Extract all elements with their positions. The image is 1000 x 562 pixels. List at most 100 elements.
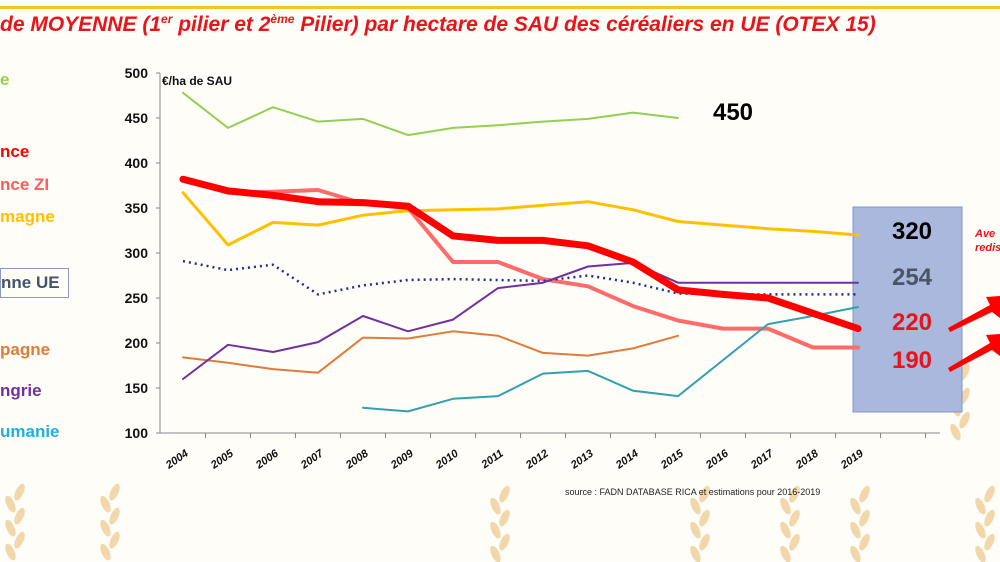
wheat-grain [984,485,995,503]
wheat-grain [490,497,501,515]
value-annotation: 190 [892,347,932,374]
wheat-grain [950,423,961,441]
wheat-grain [690,521,701,539]
wheat-grain [975,497,986,515]
wheat-grain [789,509,800,527]
x-tick-label: 2009 [388,447,416,472]
legend-item: magne [0,207,55,226]
wheat-grain [100,495,111,513]
side-note-line-1: Ave [975,228,996,240]
series-line-e [182,91,679,137]
x-tick-label: 2019 [838,447,866,472]
y-tick-label: 450 [125,110,149,126]
wheat-grain [789,485,800,503]
series-line-nce [179,175,862,333]
wheat-grain [699,485,710,503]
x-tick-label: 2014 [613,448,641,472]
x-tick-label: 2015 [658,447,686,472]
wheat-grain [690,545,701,562]
x-tick-label: 2013 [568,448,596,472]
x-tick-label: 2017 [748,447,776,472]
wheat-grain [490,545,501,562]
series-line-umanie [362,306,859,413]
wheat-grain [490,521,501,539]
legend-item: nce [0,142,30,161]
x-tick-label: 2010 [433,447,461,472]
x-tick-label: 2018 [793,447,821,472]
series-line-pagne [182,330,679,374]
wheat-grain [100,519,111,537]
y-tick-label: 150 [125,380,149,396]
wheat-grain [859,485,870,503]
y-tick-label: 250 [125,290,149,306]
legend-item: umanie [0,422,60,441]
side-note-line-2: redis [975,242,1000,254]
value-annotation: 220 [892,309,932,336]
wheat-grain [975,545,986,562]
legend-item: pagne [0,340,51,359]
wheat-grain [5,519,16,537]
x-tick-label: 2006 [253,447,281,472]
wheat-grain [5,495,16,513]
wheat-grain [499,533,510,551]
y-tick-label: 500 [125,65,149,81]
y-tick-label: 400 [125,155,149,171]
wheat-grain [780,521,791,539]
wheat-grain [100,543,111,561]
wheat-grain [499,509,510,527]
series-line-magne [181,191,860,247]
wheat-grain [850,521,861,539]
x-tick-label: 2011 [479,448,506,472]
wheat-grain [780,545,791,562]
x-tick-label: 2004 [163,448,191,472]
series-line-nne-ue [182,259,858,296]
legend-item: nne UE [0,268,69,298]
wheat-grain [5,543,16,561]
x-tick-label: 2016 [703,447,731,472]
legend-item: e [0,70,10,89]
legend-item: ngrie [0,381,42,400]
wheat-grain [959,411,970,429]
wheat-grain [109,507,120,525]
x-tick-label: 2007 [298,447,326,472]
wheat-grain [984,533,995,551]
x-tick-label: 2005 [208,447,236,472]
wheat-grain [789,533,800,551]
value-annotation: 450 [713,99,753,126]
y-tick-label: 350 [125,200,149,216]
x-tick-label: 2008 [343,447,371,472]
wheat-grain [14,531,25,549]
value-annotation: 254 [892,264,933,291]
series-line-ngrie [182,261,859,380]
wheat-grain [850,545,861,562]
wheat-grain [859,509,870,527]
arrow-icon [948,296,1000,332]
highlight-box [852,206,963,413]
wheat-grain [975,521,986,539]
wheat-grain [780,497,791,515]
wheat-grain [14,507,25,525]
y-tick-label: 200 [125,335,149,351]
chart-title: de MOYENNE (1er pilier et 2ème Pilier) p… [0,12,876,36]
wheat-grain [690,497,701,515]
wheat-grain [109,483,120,501]
y-tick-label: 300 [125,245,149,261]
arrow-icon [948,334,1000,372]
legend-item: nce ZI [0,175,50,194]
x-tick-label: 2012 [523,448,551,472]
y-axis-label: €/ha de SAU [162,74,232,88]
wheat-grain [14,483,25,501]
wheat-grain [859,533,870,551]
series-line-nce-zi [181,177,860,350]
source-note: source : FADN DATABASE RICA et estimatio… [565,487,821,497]
wheat-grain [699,509,710,527]
top-rule [0,6,1000,9]
wheat-grain [499,485,510,503]
wheat-grain [850,497,861,515]
y-tick-label: 100 [125,425,149,441]
wheat-grain [109,531,120,549]
wheat-grain [699,533,710,551]
wheat-grain [984,509,995,527]
value-annotation: 320 [892,218,932,245]
